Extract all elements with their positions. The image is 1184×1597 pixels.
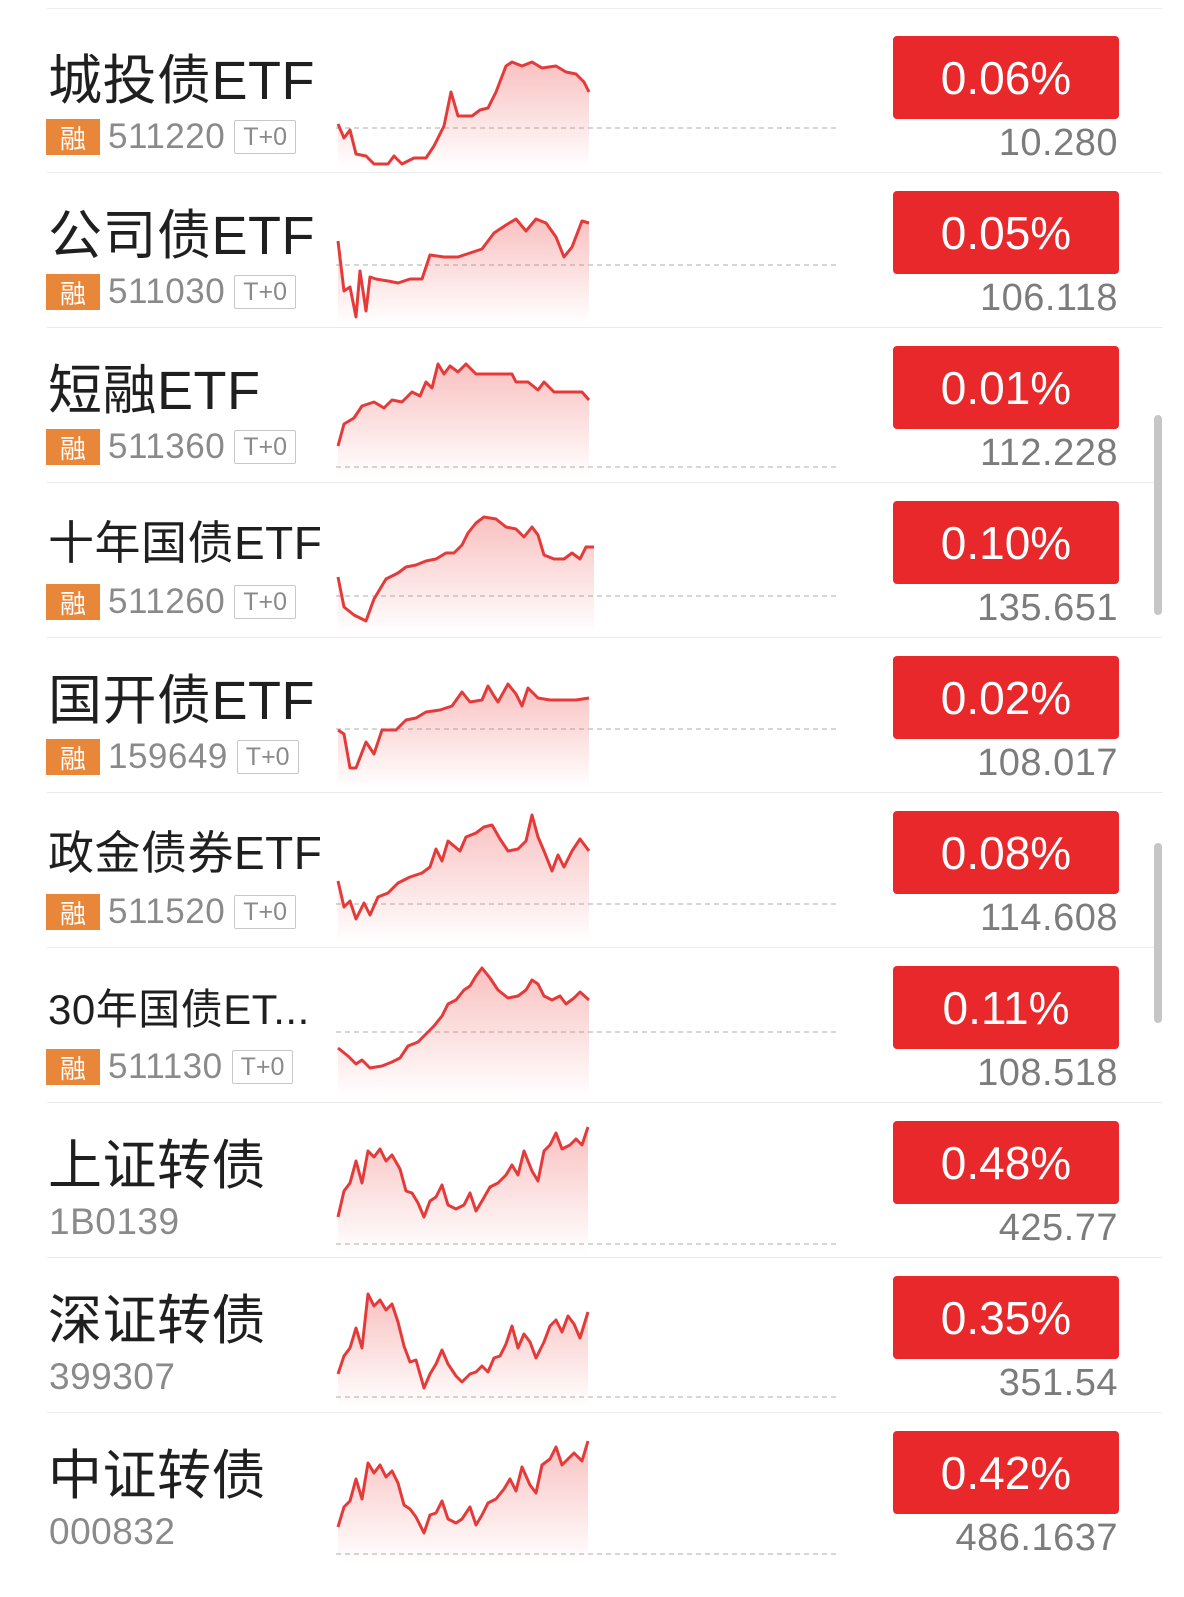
fund-name: 政金债券ETF	[48, 827, 323, 879]
intraday-sparkline	[336, 217, 838, 323]
scrollbar-track-segment[interactable]	[1154, 415, 1162, 615]
fund-code: 159649	[108, 737, 228, 776]
fund-code: 511360	[108, 427, 226, 466]
row-divider	[47, 1102, 1162, 1103]
intraday-sparkline	[336, 682, 838, 788]
fund-meta: 000832	[46, 1511, 176, 1552]
intraday-sparkline	[336, 966, 838, 1098]
list-item[interactable]: 30年国债ET... 融 511130 T+0 0.11% 108.518	[0, 948, 1184, 1103]
row-divider	[47, 327, 1162, 328]
fund-meta: 融 511520 T+0	[46, 892, 296, 931]
fund-name: 短融ETF	[48, 361, 261, 421]
row-divider	[47, 947, 1162, 948]
fund-meta: 融 159649 T+0	[46, 737, 299, 776]
t0-tag: T+0	[234, 275, 296, 309]
intraday-sparkline	[336, 362, 838, 478]
last-price: 108.518	[977, 1052, 1118, 1094]
last-price: 10.280	[998, 122, 1118, 164]
margin-badge: 融	[46, 1049, 100, 1085]
change-percent-button[interactable]: 0.48%	[893, 1121, 1119, 1204]
row-divider	[47, 637, 1162, 638]
fund-code: 1B0139	[49, 1201, 180, 1242]
fund-name: 上证转债	[48, 1136, 266, 1196]
last-price: 112.228	[979, 432, 1118, 474]
t0-tag: T+0	[234, 585, 296, 619]
last-price: 108.017	[977, 742, 1118, 784]
t0-tag: T+0	[234, 120, 296, 154]
margin-badge: 融	[46, 429, 100, 465]
fund-meta: 融 511130 T+0	[46, 1047, 294, 1086]
fund-name: 中证转债	[48, 1446, 266, 1506]
change-percent-button[interactable]: 0.01%	[893, 346, 1119, 429]
fund-meta: 融 511030 T+0	[46, 272, 296, 311]
list-item[interactable]: 上证转债 1B0139 0.48% 425.77	[0, 1103, 1184, 1258]
fund-meta: 1B0139	[46, 1201, 180, 1242]
top-divider	[47, 8, 1162, 9]
row-divider	[47, 792, 1162, 793]
row-divider	[47, 482, 1162, 483]
list-item[interactable]: 政金债券ETF 融 511520 T+0 0.08% 114.608	[0, 793, 1184, 948]
margin-badge: 融	[46, 584, 100, 620]
t0-tag: T+0	[236, 740, 299, 774]
list-item[interactable]: 国开债ETF 融 159649 T+0 0.02% 108.017	[0, 638, 1184, 793]
list-item[interactable]: 中证转债 000832 0.42% 486.1637	[0, 1413, 1184, 1568]
row-divider	[47, 172, 1162, 173]
intraday-sparkline	[336, 1440, 838, 1563]
last-price: 106.118	[979, 277, 1118, 319]
change-percent-button[interactable]: 0.10%	[893, 501, 1119, 584]
margin-badge: 融	[46, 119, 100, 155]
fund-name: 公司债ETF	[48, 206, 315, 266]
fund-meta: 399307	[46, 1356, 176, 1397]
t0-tag: T+0	[234, 430, 296, 464]
change-percent-button[interactable]: 0.06%	[893, 36, 1119, 119]
change-percent-button[interactable]: 0.08%	[893, 811, 1119, 894]
fund-code: 511260	[108, 582, 226, 621]
row-divider	[47, 1412, 1162, 1413]
fund-meta: 融 511220 T+0	[46, 117, 296, 156]
change-percent-button[interactable]: 0.05%	[893, 191, 1119, 274]
fund-name: 深证转债	[48, 1291, 266, 1351]
change-percent-button[interactable]: 0.42%	[893, 1431, 1119, 1514]
list-item[interactable]: 城投债ETF 融 511220 T+0 0.06% 10.280	[0, 18, 1184, 173]
etf-list: 城投债ETF 融 511220 T+0 0.06% 10.280 公司债ETF …	[0, 18, 1184, 1568]
change-percent-button[interactable]: 0.35%	[893, 1276, 1119, 1359]
fund-code: 511030	[108, 272, 226, 311]
fund-name: 国开债ETF	[48, 671, 315, 731]
last-price: 135.651	[977, 587, 1118, 629]
intraday-sparkline	[336, 1292, 838, 1408]
change-percent-button[interactable]: 0.02%	[893, 656, 1119, 739]
last-price: 351.54	[998, 1362, 1118, 1404]
fund-meta: 融 511260 T+0	[46, 582, 296, 621]
last-price: 114.608	[979, 897, 1118, 939]
list-item[interactable]: 深证转债 399307 0.35% 351.54	[0, 1258, 1184, 1413]
fund-name: 十年国债ETF	[48, 517, 323, 569]
change-percent-button[interactable]: 0.11%	[893, 966, 1119, 1049]
list-item[interactable]: 十年国债ETF 融 511260 T+0 0.10% 135.651	[0, 483, 1184, 638]
intraday-sparkline	[336, 1126, 838, 1253]
fund-name: 城投债ETF	[48, 51, 315, 111]
t0-tag: T+0	[231, 1050, 294, 1084]
fund-code: 511130	[108, 1047, 223, 1086]
row-divider	[47, 1257, 1162, 1258]
scrollbar-thumb[interactable]	[1154, 843, 1162, 1023]
margin-badge: 融	[46, 274, 100, 310]
fund-meta: 融 511360 T+0	[46, 427, 296, 466]
last-price: 486.1637	[955, 1517, 1118, 1559]
intraday-sparkline	[336, 60, 838, 168]
last-price: 425.77	[998, 1207, 1118, 1249]
list-item[interactable]: 短融ETF 融 511360 T+0 0.01% 112.228	[0, 328, 1184, 483]
margin-badge: 融	[46, 894, 100, 930]
fund-code: 000832	[49, 1511, 176, 1552]
fund-name: 30年国债ET...	[48, 986, 310, 1033]
margin-badge: 融	[46, 739, 100, 775]
fund-code: 511220	[108, 117, 226, 156]
intraday-sparkline	[336, 813, 838, 943]
t0-tag: T+0	[234, 895, 296, 929]
list-item[interactable]: 公司债ETF 融 511030 T+0 0.05% 106.118	[0, 173, 1184, 328]
fund-code: 399307	[49, 1356, 176, 1397]
fund-code: 511520	[108, 892, 226, 931]
intraday-sparkline	[336, 515, 838, 633]
